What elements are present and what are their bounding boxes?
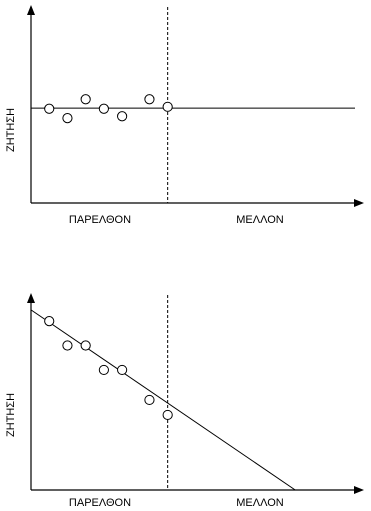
chart-panel-bottom: ΖΗΤΗΣΗ ΠΑΡΕΛΘΟΝ ΜΕΛΛΟΝ bbox=[5, 293, 364, 509]
data-point bbox=[98, 364, 109, 376]
x-region-label-past: ΠΑΡΕΛΘΟΝ bbox=[69, 214, 131, 226]
x-region-label-future: ΜΕΛΛΟΝ bbox=[236, 497, 284, 509]
x-axis-arrow-icon bbox=[354, 199, 364, 207]
x-axis-arrow-icon bbox=[354, 486, 364, 494]
trend-line bbox=[30, 309, 296, 491]
data-point bbox=[144, 394, 155, 406]
x-region-label-future: ΜΕΛΛΟΝ bbox=[236, 214, 284, 226]
y-axis-label: ΖΗΤΗΣΗ bbox=[5, 108, 17, 152]
data-point bbox=[162, 409, 173, 421]
data-point bbox=[117, 111, 128, 122]
data-point bbox=[80, 94, 91, 105]
data-point bbox=[62, 340, 73, 351]
y-axis-arrow-icon bbox=[27, 5, 35, 15]
data-point bbox=[44, 316, 55, 327]
x-region-label-past: ΠΑΡΕΛΘΟΝ bbox=[69, 497, 131, 509]
data-point bbox=[144, 94, 155, 105]
data-point bbox=[44, 103, 55, 114]
chart-panel-top: ΖΗΤΗΣΗ ΠΑΡΕΛΘΟΝ ΜΕΛΛΟΝ bbox=[5, 5, 364, 226]
data-point bbox=[62, 113, 73, 124]
y-axis-arrow-icon bbox=[27, 293, 35, 303]
data-point bbox=[80, 340, 91, 351]
data-point bbox=[162, 101, 173, 112]
y-axis-label: ΖΗΤΗΣΗ bbox=[5, 393, 17, 437]
data-point bbox=[117, 364, 128, 376]
data-point bbox=[98, 103, 109, 114]
